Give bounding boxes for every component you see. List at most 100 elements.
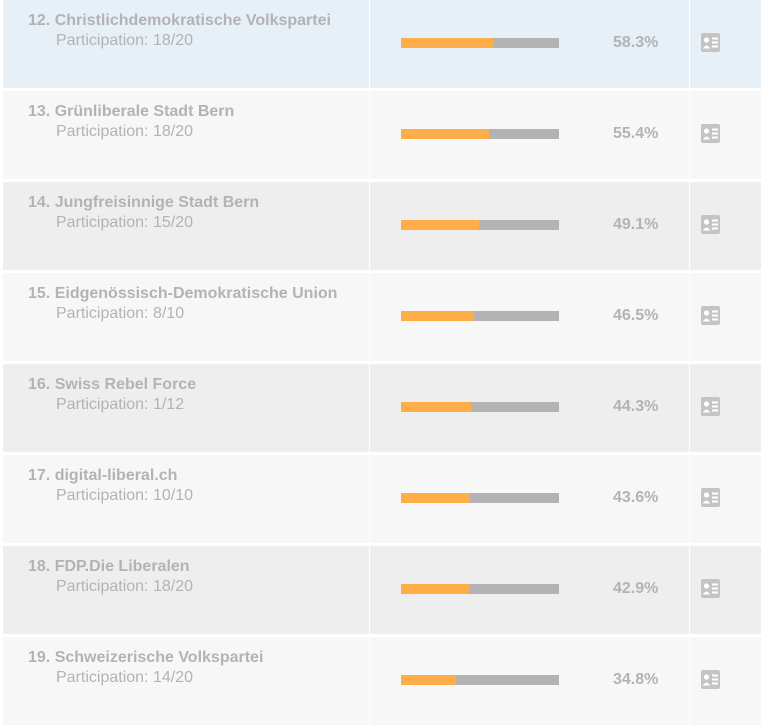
party-rank: 14. xyxy=(28,194,51,211)
party-title: 19. Schweizerische Volkspartei xyxy=(28,649,263,667)
match-percent: 46.5% xyxy=(613,307,659,324)
profile-card-icon[interactable] xyxy=(701,33,720,52)
match-percent: 49.1% xyxy=(613,216,659,233)
participation-label: Participation: xyxy=(56,32,149,49)
profile-card-icon[interactable] xyxy=(701,670,720,689)
profile-card-icon[interactable] xyxy=(701,215,720,234)
match-bar-fill xyxy=(401,220,479,230)
participation-label: Participation: xyxy=(56,305,149,322)
participation-value: 10/10 xyxy=(152,487,193,504)
participation-value: 18/20 xyxy=(152,32,193,49)
match-bar-fill xyxy=(401,675,456,685)
party-name: digital-liberal.ch xyxy=(54,467,178,484)
score-cell: 34.8% xyxy=(370,637,690,725)
profile-cell xyxy=(690,637,761,725)
match-bar xyxy=(401,675,559,685)
score-cell: 46.5% xyxy=(370,273,690,361)
participation-info: Participation: 1/12 xyxy=(56,396,184,414)
party-title: 14. Jungfreisinnige Stadt Bern xyxy=(28,194,259,212)
participation-value: 8/10 xyxy=(152,305,185,322)
profile-cell xyxy=(690,546,761,634)
match-bar-fill xyxy=(401,129,489,139)
party-ranking-list: 12. Christlichdemokratische Volkspartei … xyxy=(3,0,761,725)
match-percent: 44.3% xyxy=(613,398,659,415)
party-name: FDP.Die Liberalen xyxy=(54,558,190,575)
party-name: Jungfreisinnige Stadt Bern xyxy=(54,194,260,211)
participation-info: Participation: 15/20 xyxy=(56,214,193,232)
party-name: Schweizerische Volkspartei xyxy=(54,649,264,666)
match-percent: 58.3% xyxy=(613,34,659,51)
party-title: 17. digital-liberal.ch xyxy=(28,467,177,485)
match-percent: 43.6% xyxy=(613,489,659,506)
match-bar xyxy=(401,220,559,230)
participation-info: Participation: 10/10 xyxy=(56,487,193,505)
participation-value: 18/20 xyxy=(152,123,193,140)
profile-card-icon[interactable] xyxy=(701,306,720,325)
match-percent: 34.8% xyxy=(613,671,659,688)
match-bar xyxy=(401,311,559,321)
party-cell: 14. Jungfreisinnige Stadt Bern Participa… xyxy=(3,182,370,270)
list-item[interactable]: 12. Christlichdemokratische Volkspartei … xyxy=(3,0,761,88)
list-item[interactable]: 19. Schweizerische Volkspartei Participa… xyxy=(3,637,761,725)
party-cell: 12. Christlichdemokratische Volkspartei … xyxy=(3,0,370,88)
match-bar-fill xyxy=(401,402,471,412)
participation-info: Participation: 18/20 xyxy=(56,123,193,141)
match-bar-fill xyxy=(401,38,494,48)
party-rank: 12. xyxy=(28,12,51,29)
party-cell: 17. digital-liberal.ch Participation: 10… xyxy=(3,455,370,543)
match-bar-fill xyxy=(401,493,470,503)
match-bar xyxy=(401,584,559,594)
list-item[interactable]: 13. Grünliberale Stadt Bern Participatio… xyxy=(3,91,761,179)
party-cell: 18. FDP.Die Liberalen Participation: 18/… xyxy=(3,546,370,634)
score-cell: 49.1% xyxy=(370,182,690,270)
party-cell: 15. Eidgenössisch-Demokratische Union Pa… xyxy=(3,273,370,361)
party-rank: 19. xyxy=(28,649,51,666)
participation-label: Participation: xyxy=(56,214,149,231)
participation-value: 14/20 xyxy=(152,669,193,686)
participation-value: 18/20 xyxy=(152,578,193,595)
list-item[interactable]: 17. digital-liberal.ch Participation: 10… xyxy=(3,455,761,543)
party-title: 15. Eidgenössisch-Demokratische Union xyxy=(28,285,337,303)
party-rank: 17. xyxy=(28,467,51,484)
match-bar-fill xyxy=(401,584,469,594)
profile-cell xyxy=(690,455,761,543)
profile-card-icon[interactable] xyxy=(701,579,720,598)
party-name: Grünliberale Stadt Bern xyxy=(54,103,235,120)
list-item[interactable]: 14. Jungfreisinnige Stadt Bern Participa… xyxy=(3,182,761,270)
party-cell: 19. Schweizerische Volkspartei Participa… xyxy=(3,637,370,725)
profile-cell xyxy=(690,364,761,452)
profile-card-icon[interactable] xyxy=(701,124,720,143)
profile-cell xyxy=(690,0,761,88)
party-rank: 16. xyxy=(28,376,51,393)
participation-info: Participation: 18/20 xyxy=(56,578,193,596)
match-bar xyxy=(401,402,559,412)
participation-value: 15/20 xyxy=(152,214,193,231)
party-name: Eidgenössisch-Demokratische Union xyxy=(54,285,338,302)
list-item[interactable]: 18. FDP.Die Liberalen Participation: 18/… xyxy=(3,546,761,634)
list-item[interactable]: 16. Swiss Rebel Force Participation: 1/1… xyxy=(3,364,761,452)
match-percent: 42.9% xyxy=(613,580,659,597)
participation-info: Participation: 18/20 xyxy=(56,32,193,50)
party-title: 18. FDP.Die Liberalen xyxy=(28,558,190,576)
match-bar xyxy=(401,493,559,503)
match-bar xyxy=(401,38,559,48)
party-rank: 15. xyxy=(28,285,51,302)
list-item[interactable]: 15. Eidgenössisch-Demokratische Union Pa… xyxy=(3,273,761,361)
score-cell: 42.9% xyxy=(370,546,690,634)
party-title: 16. Swiss Rebel Force xyxy=(28,376,196,394)
party-cell: 13. Grünliberale Stadt Bern Participatio… xyxy=(3,91,370,179)
profile-cell xyxy=(690,91,761,179)
party-rank: 13. xyxy=(28,103,51,120)
party-name: Swiss Rebel Force xyxy=(54,376,197,393)
match-percent: 55.4% xyxy=(613,125,659,142)
score-cell: 55.4% xyxy=(370,91,690,179)
profile-card-icon[interactable] xyxy=(701,488,720,507)
match-bar xyxy=(401,129,559,139)
participation-label: Participation: xyxy=(56,396,149,413)
profile-card-icon[interactable] xyxy=(701,397,720,416)
profile-cell xyxy=(690,182,761,270)
match-bar-fill xyxy=(401,311,475,321)
participation-label: Participation: xyxy=(56,487,149,504)
profile-cell xyxy=(690,273,761,361)
score-cell: 43.6% xyxy=(370,455,690,543)
